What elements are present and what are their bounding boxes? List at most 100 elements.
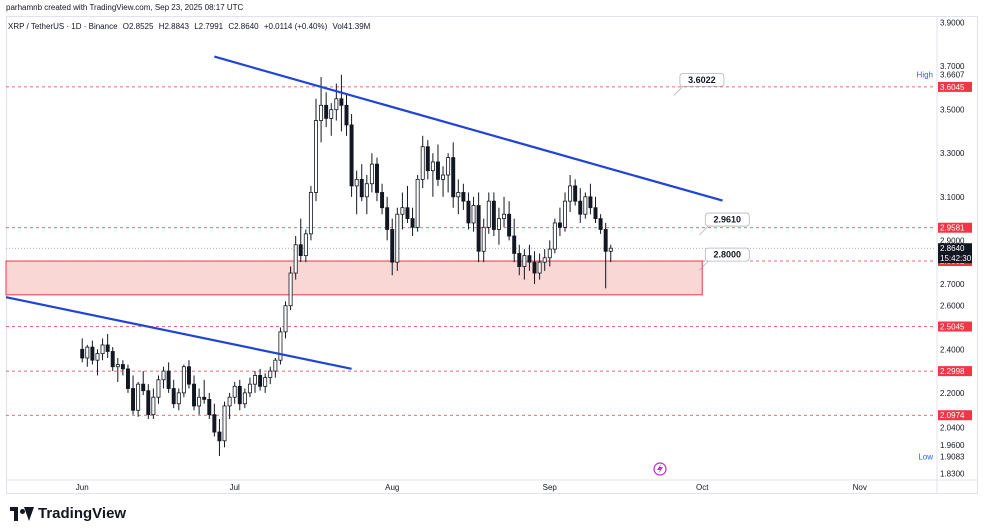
candle-body xyxy=(339,98,344,106)
candle-body xyxy=(298,244,303,257)
candle-body xyxy=(212,414,217,433)
candle-body xyxy=(120,364,125,370)
candle-body xyxy=(532,261,537,274)
candle-body xyxy=(95,353,100,361)
y-tick-label: 1.9600 xyxy=(940,441,965,450)
candle-body xyxy=(563,200,567,228)
candle-body xyxy=(207,398,212,416)
candle-body xyxy=(232,385,237,398)
current-price-label: 2.8640 xyxy=(940,244,965,253)
candle-body xyxy=(380,192,385,209)
candle-body xyxy=(314,120,318,193)
candle-body xyxy=(125,368,130,389)
candle-body xyxy=(105,344,110,352)
candle-body xyxy=(415,178,420,228)
support-zone xyxy=(5,260,703,296)
x-tick-label: Aug xyxy=(385,483,399,492)
candle-body xyxy=(588,196,593,209)
candle-body xyxy=(273,359,278,372)
candle-body xyxy=(151,396,156,416)
event-marker-icon xyxy=(653,462,667,476)
candle-body xyxy=(410,218,415,228)
high-tag: High xyxy=(917,71,933,80)
y-tick-label: 3.9000 xyxy=(940,19,965,28)
callout-box xyxy=(679,73,725,87)
candle-body xyxy=(598,218,603,230)
low-tag: Low xyxy=(918,452,933,461)
candle-body xyxy=(547,248,552,259)
candle-body xyxy=(186,366,191,385)
candle-body xyxy=(176,392,181,405)
ohlc-close: C2.8640 xyxy=(228,22,259,31)
candle-body xyxy=(181,366,186,394)
candle-body xyxy=(491,200,496,230)
candle-body xyxy=(471,205,476,224)
y-tick-label: 2.6000 xyxy=(940,302,965,311)
ohlc-high: H2.8843 xyxy=(158,22,189,31)
callout-label: 2.8000 xyxy=(714,250,742,260)
y-tick-label: 2.2000 xyxy=(940,389,965,398)
callout-box xyxy=(704,247,750,262)
candle-body xyxy=(568,185,573,202)
trendline-lower xyxy=(5,296,352,370)
volume-value: Vol41.39M xyxy=(332,22,371,31)
candle-body xyxy=(375,163,379,193)
callout-pointer xyxy=(699,224,710,236)
candle-body xyxy=(451,157,456,198)
candle-body xyxy=(593,207,598,219)
x-tick-label: Jun xyxy=(76,483,89,492)
brand-name: TradingView xyxy=(38,505,127,522)
callout-pointer xyxy=(699,259,710,271)
candle-body xyxy=(476,205,481,252)
candle-body xyxy=(461,192,466,202)
ohlc-low: L2.7991 xyxy=(194,22,224,31)
candle-body xyxy=(369,163,374,185)
candle-body xyxy=(100,344,105,355)
candle-body xyxy=(486,200,491,228)
candle-body xyxy=(425,146,430,172)
candle-body xyxy=(496,218,501,230)
low-value: 1.9083 xyxy=(940,452,965,461)
level-badge xyxy=(938,366,972,377)
candle-body xyxy=(258,375,263,387)
candle-body xyxy=(405,207,410,219)
candle-body xyxy=(583,196,588,215)
candle-body xyxy=(557,222,562,228)
candle-body xyxy=(288,272,293,307)
candle-body xyxy=(278,331,283,361)
candle-body xyxy=(430,161,435,172)
y-tick-label: 3.1000 xyxy=(940,193,965,202)
candle-body xyxy=(263,377,268,387)
candle-body xyxy=(202,396,207,400)
candle-body xyxy=(247,383,252,394)
candle-body xyxy=(227,396,232,407)
candle-body xyxy=(253,375,257,385)
level-badge-label: 2.2998 xyxy=(940,367,965,376)
candle-body xyxy=(385,207,390,230)
y-tick-label: 3.5000 xyxy=(940,106,965,115)
candle-body xyxy=(166,370,171,389)
candle-body xyxy=(390,229,395,263)
candle-body xyxy=(354,178,359,187)
candle-body xyxy=(481,226,486,252)
candle-body xyxy=(344,104,349,126)
level-badge xyxy=(938,81,972,92)
candle-body xyxy=(136,383,141,411)
candle-body xyxy=(522,255,527,267)
candle-body xyxy=(192,383,197,407)
ohlc-open: O2.8525 xyxy=(122,22,154,31)
level-badge-label: 3.6045 xyxy=(940,83,965,92)
candle-body xyxy=(512,235,517,254)
y-tick-label: 1.8300 xyxy=(940,469,965,478)
y-tick-label: 2.9000 xyxy=(940,236,965,245)
candle-body xyxy=(608,247,613,252)
level-badge-label: 2.0974 xyxy=(940,411,965,420)
symbol-name[interactable]: XRP / TetherUS · 1D · Binance xyxy=(8,22,118,31)
current-price-badge xyxy=(938,243,972,264)
candle-body xyxy=(217,431,222,442)
level-badge xyxy=(938,321,972,332)
candle-body xyxy=(131,388,136,411)
level-badge xyxy=(938,410,972,421)
high-value: 3.6607 xyxy=(940,71,965,80)
